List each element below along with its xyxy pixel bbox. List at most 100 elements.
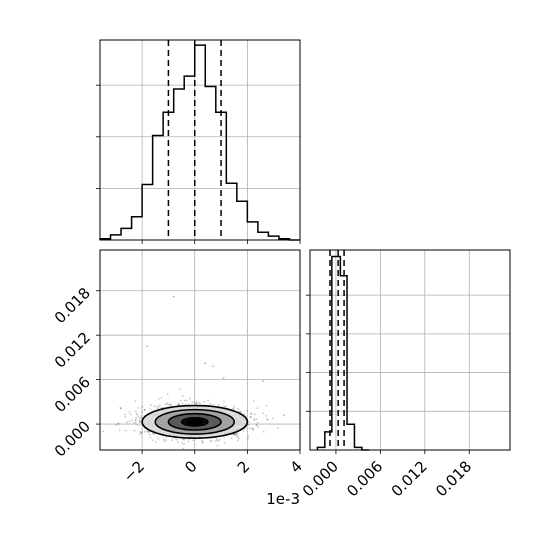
sample-point <box>215 439 217 442</box>
sample-point <box>201 442 204 444</box>
sample-point <box>217 439 220 442</box>
sample-point <box>257 426 259 429</box>
sample-point <box>194 403 197 405</box>
sample-point <box>224 442 226 444</box>
sample-point <box>140 415 143 417</box>
sample-point <box>124 416 127 418</box>
sample-point <box>178 388 181 390</box>
bottom-left-contours <box>141 404 249 439</box>
sample-point <box>157 437 160 440</box>
top-left-ticks <box>96 84 301 244</box>
sample-point <box>262 430 265 433</box>
sample-point <box>237 437 240 440</box>
sample-point <box>102 430 104 433</box>
sample-point <box>271 417 274 420</box>
contour-line <box>167 412 222 431</box>
sample-point <box>187 440 190 443</box>
contour-line <box>154 408 236 435</box>
sample-point <box>151 439 154 441</box>
top-left-grid <box>100 40 301 240</box>
bottom-left-grid <box>100 250 301 450</box>
sample-point <box>253 419 256 422</box>
sample-point <box>253 417 255 420</box>
sample-point <box>235 433 238 436</box>
sample-point <box>177 441 180 444</box>
sample-point <box>134 419 137 422</box>
sample-point <box>178 402 181 405</box>
sample-point <box>209 440 212 443</box>
sample-point <box>138 420 141 423</box>
sample-point <box>181 402 184 405</box>
sample-point <box>256 407 259 410</box>
x-tick-label: 4 <box>287 457 306 476</box>
sample-point <box>126 421 128 424</box>
sample-point <box>168 403 171 406</box>
sample-point <box>138 432 141 435</box>
sample-point <box>180 399 182 402</box>
sample-point <box>232 408 235 411</box>
sample-point <box>242 430 245 432</box>
y-tick-label: 0.000 <box>51 417 94 460</box>
sample-point <box>119 406 122 409</box>
sample-point <box>195 402 198 405</box>
contour-line <box>180 416 209 427</box>
sample-point <box>266 418 268 421</box>
sample-point <box>256 421 259 424</box>
sample-point <box>234 434 236 437</box>
sample-point <box>249 416 252 419</box>
sample-point <box>114 424 117 426</box>
sample-point <box>135 419 137 422</box>
sample-point <box>153 405 156 408</box>
sample-point <box>181 442 184 445</box>
sample-point <box>170 403 172 406</box>
sample-point <box>247 437 249 440</box>
panel-bottom-right: 0.000 0.006 0.012 0.018 <box>299 249 511 500</box>
sample-point <box>248 427 251 430</box>
density-core <box>185 419 204 425</box>
y-tick-label: 0.012 <box>51 328 94 371</box>
top-left-histogram-step <box>99 44 300 241</box>
sample-point <box>235 435 238 438</box>
sample-point <box>118 429 121 431</box>
sample-point <box>182 438 185 440</box>
sample-point <box>139 421 141 424</box>
sample-point <box>143 408 146 411</box>
sample-point <box>135 410 137 413</box>
sample-point <box>140 431 143 433</box>
sample-point <box>133 429 136 432</box>
sample-point <box>250 415 252 418</box>
sample-point <box>236 439 239 442</box>
sample-point <box>181 395 184 398</box>
sample-point <box>160 397 163 399</box>
bottom-left-frame <box>99 249 301 451</box>
sample-point <box>239 410 242 413</box>
sample-point <box>143 409 146 411</box>
sample-point <box>141 405 144 408</box>
sample-point <box>139 431 142 433</box>
sample-point <box>137 416 139 418</box>
sample-point <box>247 423 250 426</box>
x-tick-label: 0.012 <box>388 457 431 500</box>
sample-point <box>209 402 212 405</box>
sample-point <box>232 405 235 408</box>
sample-point <box>202 440 204 443</box>
sample-point <box>183 399 186 402</box>
sample-point <box>140 432 143 434</box>
sample-point <box>129 413 132 416</box>
sample-point <box>172 295 175 298</box>
sample-point <box>253 400 255 402</box>
sample-point <box>155 405 158 408</box>
sample-point <box>188 397 191 400</box>
sample-point <box>177 403 180 406</box>
sample-point <box>124 413 126 416</box>
sample-point <box>253 413 256 416</box>
sample-point <box>262 412 265 414</box>
top-left-frame <box>99 39 301 241</box>
sample-point <box>255 418 258 420</box>
sample-point <box>183 443 185 445</box>
sample-point <box>234 433 237 436</box>
sample-point <box>195 401 198 403</box>
sample-point <box>156 407 159 410</box>
sample-point <box>143 430 146 433</box>
